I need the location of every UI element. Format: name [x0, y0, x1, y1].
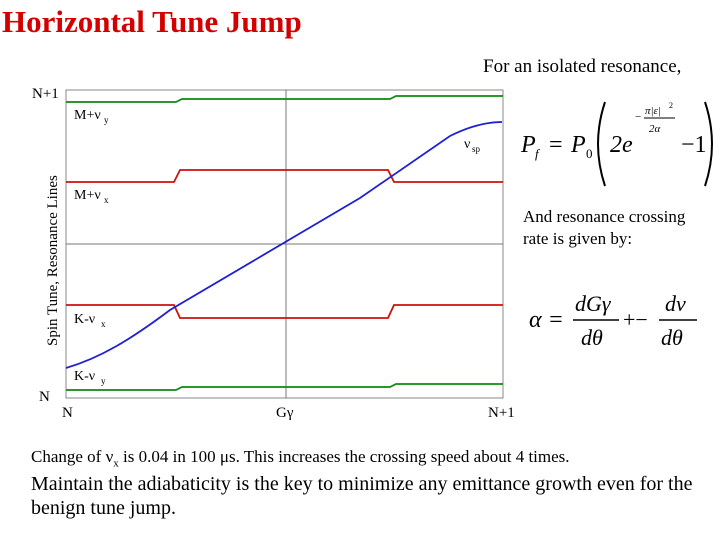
line-k-vy [66, 383, 503, 391]
label-k-vx-sub: x [101, 319, 106, 329]
ytick-top: N+1 [32, 86, 59, 102]
formula2-den2: dθ [661, 325, 683, 350]
label-m-vx: M+ν [74, 188, 101, 203]
formula-pf: P [520, 132, 536, 158]
formula-p0: P [570, 132, 586, 158]
label-vsp: ν [464, 137, 470, 152]
ytick-bottom: N [39, 389, 50, 405]
label-m-vy-sub: y [104, 115, 109, 125]
formula-pf-sub: f [535, 146, 541, 161]
formula2-alpha: α = [529, 307, 564, 333]
formula2-num1: dGγ [575, 291, 612, 316]
left-paren [597, 101, 606, 187]
label-k-vy-sub: y [101, 376, 106, 386]
formula-exp-sq: 2 [669, 101, 673, 110]
caption1-pre: Change of ν [31, 447, 114, 466]
polarization-formula: P f = P 0 2e − π|ε| 2 2α −1 [520, 101, 713, 187]
xtick-left: N [62, 405, 73, 420]
line-m-vx [66, 169, 503, 183]
formula-p0-sub: 0 [586, 146, 593, 161]
label-vsp-sub: sp [472, 144, 481, 154]
intro-text: For an isolated resonance, [483, 56, 682, 77]
formula2-num2: dν [665, 291, 686, 316]
line-spin-tune [65, 121, 503, 369]
formula-2e: 2e [610, 132, 633, 158]
label-m-vy: M+ν [74, 108, 101, 123]
xtick-right: N+1 [488, 405, 515, 420]
adiabaticity-caption: Maintain the adiabaticity is the key to … [31, 473, 693, 519]
label-k-vy: K-ν [74, 369, 95, 384]
right-paren [704, 101, 713, 187]
y-axis-label: Spin Tune, Resonance Lines [45, 175, 61, 346]
line-m-vy [66, 95, 503, 103]
formula-minus-one: −1 [681, 132, 707, 158]
label-m-vx-sub: x [104, 195, 109, 205]
label-k-vx: K-ν [74, 312, 95, 327]
formula2-den1: dθ [581, 325, 603, 350]
crossing-rate-formula: α = dGγ dθ +− dν dθ [529, 291, 697, 350]
tune-change-caption: Change of νx is 0.04 in 100 μs. This inc… [31, 447, 570, 469]
formula-equals: = [549, 132, 563, 158]
formula-minus-sign: − [635, 111, 641, 123]
formula-exp-num: π|ε| [645, 105, 661, 117]
slide-title: Horizontal Tune Jump [2, 4, 302, 39]
line-k-vx [66, 304, 503, 319]
tune-jump-figure: N+1 N N Gγ N+1 Spin Tune, Resonance Line… [32, 86, 515, 420]
formula-exp-den: 2α [649, 123, 661, 135]
xtick-mid: Gγ [276, 405, 294, 420]
formula2-sep: +− [623, 307, 648, 332]
caption1-sub: x [113, 457, 119, 470]
rate-description: And resonance crossing rate is given by: [523, 207, 686, 248]
caption1-post: is 0.04 in 100 μs. This increases the cr… [118, 447, 570, 466]
